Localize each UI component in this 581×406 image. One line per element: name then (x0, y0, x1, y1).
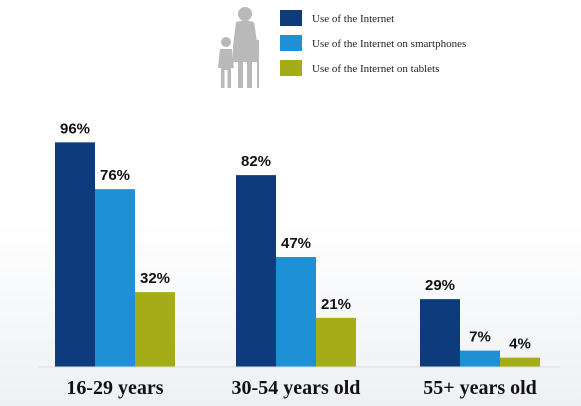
category-label: 55+ years old (423, 377, 537, 399)
bar-1-2 (95, 189, 135, 367)
bar-value-label: 29% (425, 277, 455, 294)
bar-value-label: 7% (469, 329, 491, 346)
value-labels: 96% 76% 32% 82% 47% 21% 29% 7% 4% (60, 120, 531, 352)
bars (55, 142, 540, 367)
bar-value-label: 82% (241, 153, 271, 170)
bar-1-3 (135, 292, 175, 367)
legend-swatch-3 (280, 60, 302, 76)
bar-2-2 (276, 257, 316, 367)
bar-value-label: 21% (321, 296, 351, 313)
bar-1-1 (55, 142, 95, 367)
legend-label-2: Use of the Internet on smartphones (312, 38, 466, 50)
legend-label-3: Use of the Internet on tablets (312, 63, 439, 75)
category-label: 16-29 years (66, 377, 163, 399)
legend-label-1: Use of the Internet (312, 13, 394, 25)
bar-2-1 (236, 175, 276, 367)
category-labels: 16-29 years 30-54 years old 55+ years old (66, 377, 536, 399)
bar-value-label: 47% (281, 235, 311, 252)
grandparent-and-child-icon (218, 7, 259, 88)
category-label: 30-54 years old (232, 377, 361, 399)
bar-2-3 (316, 317, 356, 367)
legend: Use of the Internet Use of the Internet o… (280, 10, 466, 76)
legend-swatch-1 (280, 10, 302, 26)
bar-3-3 (500, 357, 540, 367)
bar-value-label: 76% (100, 167, 130, 184)
bar-value-label: 32% (140, 270, 170, 287)
bar-3-2 (460, 350, 500, 367)
bar-value-label: 4% (509, 336, 531, 353)
bar-3-1 (420, 299, 460, 367)
legend-swatch-2 (280, 35, 302, 51)
bar-value-label: 96% (60, 120, 90, 137)
